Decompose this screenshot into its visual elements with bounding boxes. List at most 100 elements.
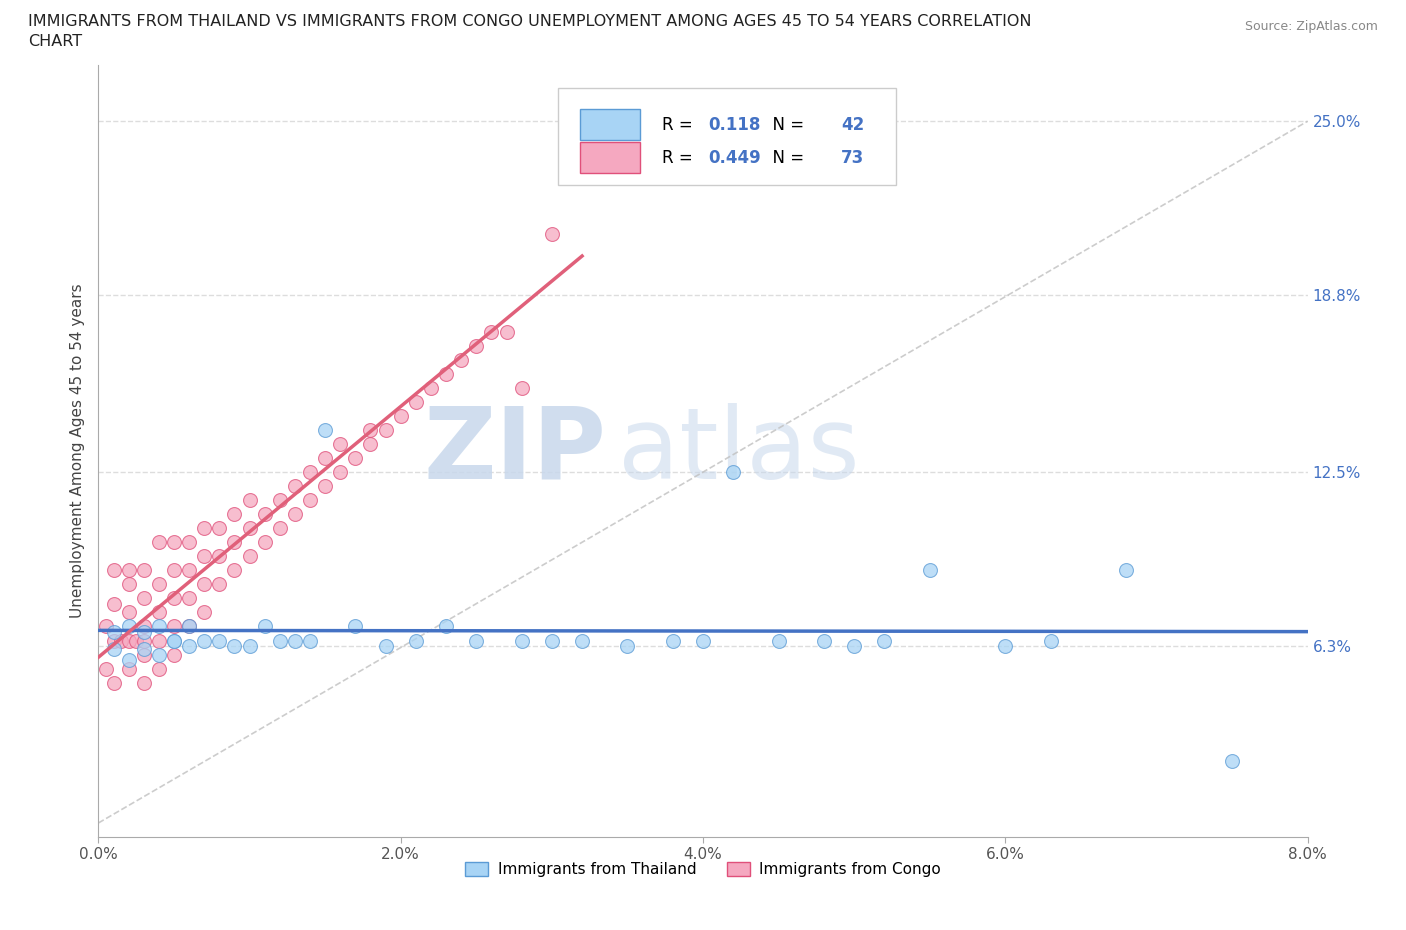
Point xyxy=(179,591,201,605)
Text: CHART: CHART xyxy=(28,34,82,49)
Point xyxy=(103,596,125,611)
Point xyxy=(118,653,141,668)
Point xyxy=(434,366,457,381)
Point xyxy=(179,563,201,578)
Point xyxy=(224,639,246,654)
Point xyxy=(193,633,215,648)
Point xyxy=(239,639,262,654)
Point xyxy=(360,436,382,451)
Point xyxy=(374,639,396,654)
Point xyxy=(163,591,186,605)
Point xyxy=(132,633,155,648)
Point xyxy=(132,642,155,657)
Point xyxy=(510,633,533,648)
Point xyxy=(299,633,322,648)
Point xyxy=(450,352,472,367)
Point xyxy=(179,535,201,550)
Point xyxy=(723,465,745,480)
Point xyxy=(103,675,125,690)
Point xyxy=(118,619,141,634)
Y-axis label: Unemployment Among Ages 45 to 54 years: Unemployment Among Ages 45 to 54 years xyxy=(69,284,84,618)
Point xyxy=(118,661,141,676)
Text: ZIP: ZIP xyxy=(423,403,606,499)
Point xyxy=(405,394,427,409)
Point xyxy=(540,226,562,241)
Point xyxy=(420,380,443,395)
FancyBboxPatch shape xyxy=(558,88,897,185)
Point xyxy=(239,521,262,536)
Point xyxy=(239,493,262,508)
Point xyxy=(299,493,322,508)
Point xyxy=(148,605,170,620)
Point xyxy=(269,493,291,508)
Text: Source: ZipAtlas.com: Source: ZipAtlas.com xyxy=(1244,20,1378,33)
Point xyxy=(132,675,155,690)
Point xyxy=(329,465,352,480)
Text: 42: 42 xyxy=(841,116,865,134)
Point xyxy=(1220,754,1243,769)
Point xyxy=(329,436,352,451)
Point xyxy=(224,563,246,578)
Point xyxy=(284,479,307,494)
Text: atlas: atlas xyxy=(619,403,860,499)
Point xyxy=(94,619,117,634)
Point xyxy=(193,521,215,536)
Point xyxy=(132,591,155,605)
Point xyxy=(193,549,215,564)
Point xyxy=(148,647,170,662)
Point xyxy=(1039,633,1062,648)
Point xyxy=(844,639,866,654)
Point xyxy=(465,633,488,648)
Legend: Immigrants from Thailand, Immigrants from Congo: Immigrants from Thailand, Immigrants fro… xyxy=(460,857,946,884)
Point xyxy=(148,577,170,591)
Point xyxy=(103,642,125,657)
Point xyxy=(179,639,201,654)
Point xyxy=(540,633,562,648)
Point xyxy=(873,633,896,648)
Bar xyxy=(579,110,640,140)
Point xyxy=(692,633,714,648)
Point xyxy=(661,633,683,648)
Bar xyxy=(579,142,640,173)
Point xyxy=(132,563,155,578)
Text: N =: N = xyxy=(762,149,810,166)
Point xyxy=(813,633,835,648)
Point xyxy=(374,422,396,437)
Point xyxy=(163,633,186,648)
Point xyxy=(103,633,125,648)
Point xyxy=(481,325,503,339)
Point xyxy=(224,507,246,522)
Text: R =: R = xyxy=(662,149,697,166)
Text: 0.449: 0.449 xyxy=(707,149,761,166)
Point xyxy=(163,563,186,578)
Text: R =: R = xyxy=(662,116,697,134)
Point xyxy=(208,549,231,564)
Point xyxy=(179,619,201,634)
Point xyxy=(193,605,215,620)
Point xyxy=(125,633,148,648)
Point xyxy=(994,639,1017,654)
Point xyxy=(344,451,367,466)
Point xyxy=(110,633,132,648)
Point xyxy=(465,339,488,353)
Point xyxy=(918,563,941,578)
Text: 73: 73 xyxy=(841,149,865,166)
Point xyxy=(118,577,141,591)
Point xyxy=(253,535,276,550)
Point xyxy=(571,142,593,157)
Point xyxy=(94,661,117,676)
Point xyxy=(360,422,382,437)
Point xyxy=(253,619,276,634)
Point xyxy=(495,325,517,339)
Text: 0.118: 0.118 xyxy=(707,116,761,134)
Point xyxy=(208,521,231,536)
Point xyxy=(148,661,170,676)
Point xyxy=(163,535,186,550)
Point xyxy=(208,577,231,591)
Point xyxy=(118,633,141,648)
Point xyxy=(510,380,533,395)
Point xyxy=(239,549,262,564)
Point xyxy=(163,633,186,648)
Point xyxy=(179,619,201,634)
Point xyxy=(314,422,336,437)
